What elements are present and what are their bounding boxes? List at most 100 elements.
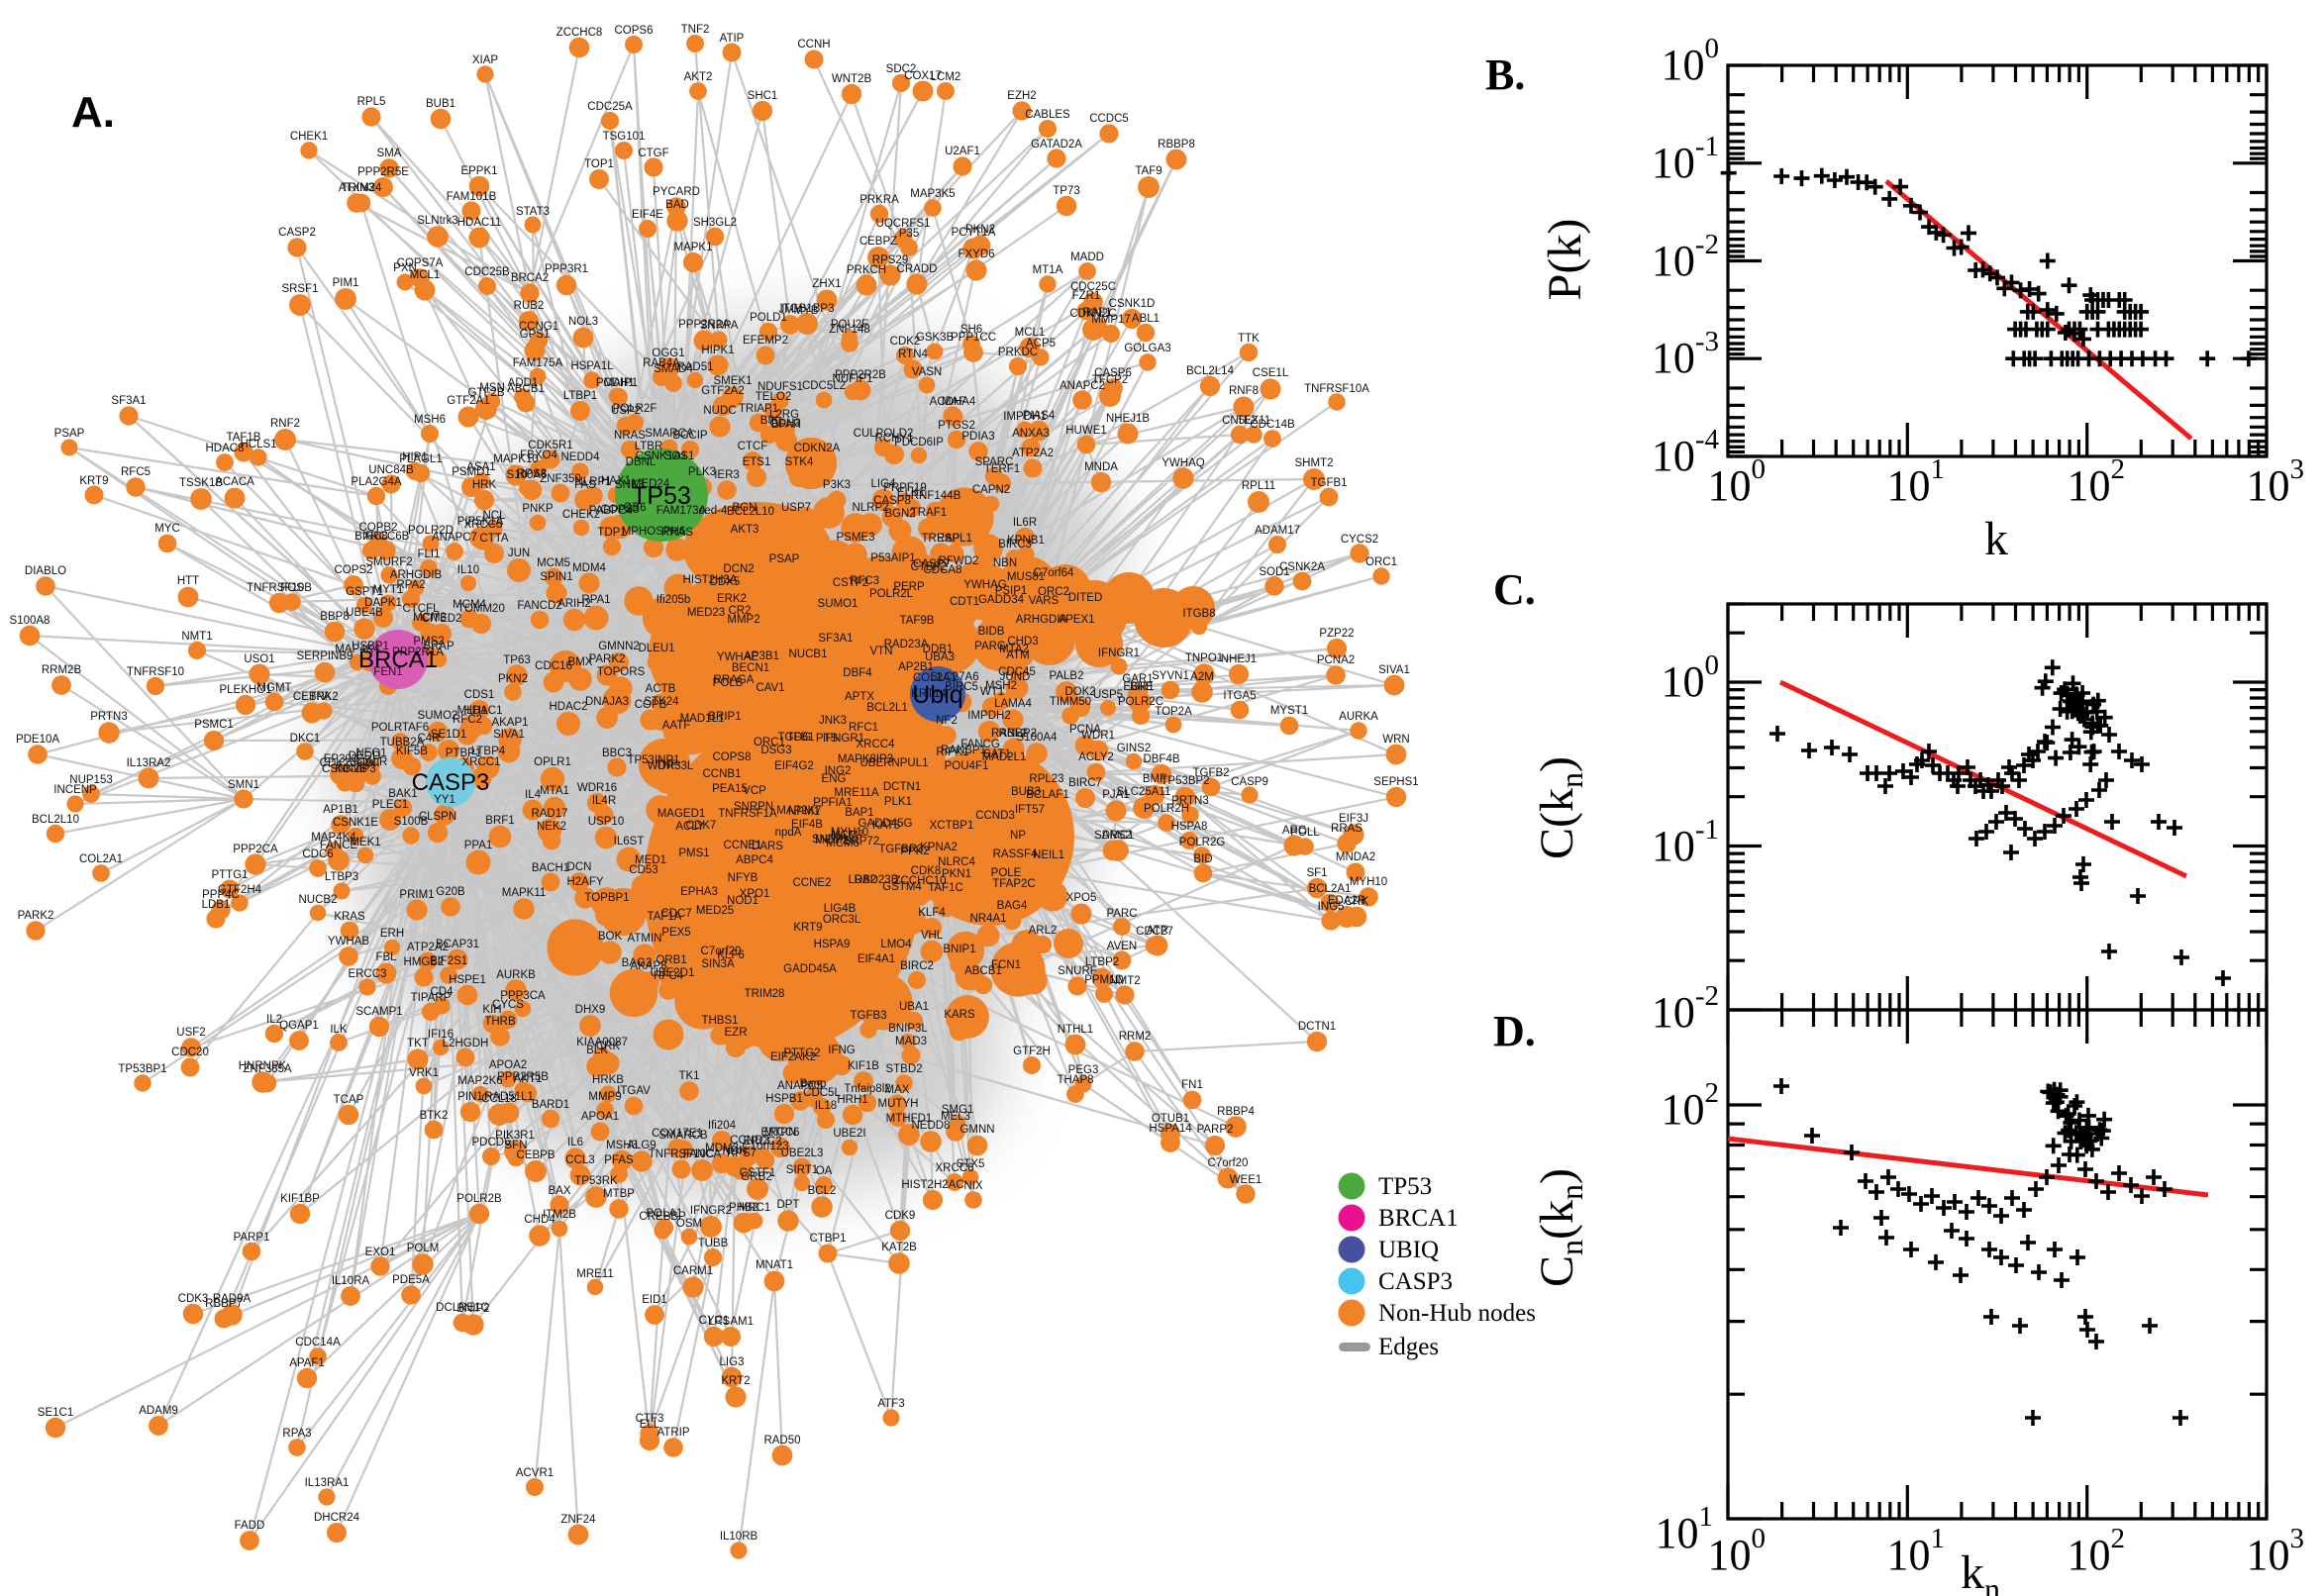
svg-text:APAF1: APAF1 [289,1357,325,1369]
svg-text:PARP2: PARP2 [1197,1124,1234,1136]
svg-text:AP1B1: AP1B1 [323,804,358,816]
svg-text:MRE11: MRE11 [576,1268,614,1280]
svg-text:DKC1: DKC1 [290,733,321,745]
svg-text:SNRPA: SNRPA [700,320,739,332]
svg-text:SPARC: SPARC [975,456,1014,468]
svg-text:NFYB: NFYB [728,872,758,884]
svg-text:DITED: DITED [1068,592,1103,604]
svg-text:BMF: BMF [1143,773,1166,785]
svg-text:SNRPN: SNRPN [812,834,852,846]
svg-text:TCAP: TCAP [334,1094,364,1106]
svg-text:KRT14: KRT14 [911,688,947,700]
svg-text:ATRIP: ATRIP [656,1427,689,1439]
svg-text:TAF9B: TAF9B [900,615,935,627]
svg-text:ARHGDIB: ARHGDIB [390,569,443,581]
svg-text:S100A6: S100A6 [507,469,548,481]
svg-text:ABL1: ABL1 [1132,313,1160,325]
svg-text:S100A4: S100A4 [1017,732,1059,744]
svg-text:PTTG2: PTTG2 [783,1047,820,1059]
svg-text:Ifi205b: Ifi205b [656,594,691,606]
svg-text:APOA1: APOA1 [581,1111,619,1123]
svg-text:RFC1: RFC1 [849,722,878,734]
svg-text:CTBP2: CTBP2 [910,561,947,573]
svg-text:CABLES: CABLES [1025,109,1070,121]
svg-text:KARS: KARS [944,1009,975,1021]
svg-text:MAPK11: MAPK11 [502,887,547,899]
svg-text:KIF5B: KIF5B [396,746,428,757]
svg-text:MTHFD1: MTHFD1 [886,1113,933,1125]
svg-text:ANAPC2: ANAPC2 [1060,380,1105,392]
svg-text:PPP1CC: PPP1CC [951,332,996,344]
svg-text:DBF4B: DBF4B [1143,753,1179,765]
svg-text:BIRC8: BIRC8 [354,531,388,543]
svg-text:PSIP1: PSIP1 [995,585,1028,597]
svg-text:ORC1: ORC1 [754,737,785,748]
svg-text:TNFRSF1A: TNFRSF1A [718,808,777,820]
svg-text:POLE: POLE [991,867,1022,879]
svg-text:RAD50: RAD50 [763,1435,800,1446]
svg-text:COPB: COPB [635,699,667,711]
svg-text:RPL23: RPL23 [1029,773,1063,785]
svg-text:MCM5: MCM5 [537,557,570,569]
svg-text:SIVA1: SIVA1 [1378,664,1410,676]
svg-text:P35: P35 [899,228,919,240]
svg-text:PMAIP1: PMAIP1 [596,377,638,389]
svg-text:SLC27A6: SLC27A6 [930,671,978,683]
svg-text:TNPO1: TNPO1 [1185,652,1223,664]
svg-text:MAX: MAX [885,1084,910,1096]
svg-text:MPHOSPH6: MPHOSPH6 [622,526,686,538]
svg-text:NUP153: NUP153 [69,774,112,786]
svg-text:GSK3B: GSK3B [916,332,955,344]
svg-text:A2M: A2M [1190,671,1214,683]
svg-text:BUB1: BUB1 [426,98,455,110]
svg-text:Non-Hub nodes: Non-Hub nodes [1378,1300,1536,1327]
svg-text:ZCCHC10: ZCCHC10 [893,875,946,887]
svg-text:ITGB8: ITGB8 [1182,608,1215,620]
svg-text:FCN1: FCN1 [991,959,1021,971]
svg-text:HRH1: HRH1 [837,1094,867,1106]
svg-text:PRPF19: PRPF19 [883,482,926,494]
svg-text:RNF8: RNF8 [1229,385,1259,397]
svg-text:COPS6: COPS6 [615,25,654,37]
svg-text:KIAA0087: KIAA0087 [576,1037,628,1048]
svg-text:MSH2: MSH2 [985,680,1017,692]
svg-text:CCNE2: CCNE2 [793,877,832,889]
svg-text:DBNL: DBNL [626,456,656,468]
svg-text:EIF4G2: EIF4G2 [774,760,814,772]
svg-text:USP5: USP5 [1093,689,1123,701]
svg-text:Ifi204: Ifi204 [708,1120,737,1132]
svg-text:CHD4: CHD4 [524,1214,556,1226]
svg-text:GTF2H: GTF2H [1013,1046,1051,1057]
svg-text:EIF2AK2: EIF2AK2 [770,1051,816,1063]
svg-text:PNKP: PNKP [522,503,554,515]
svg-text:PLEC1: PLEC1 [372,799,408,811]
svg-text:CCDC5: CCDC5 [1089,113,1129,125]
svg-text:STAT3: STAT3 [516,206,550,218]
svg-text:XPO5: XPO5 [1066,892,1097,904]
svg-text:VARS: VARS [1029,595,1060,607]
svg-text:TOPBP1: TOPBP1 [584,892,629,904]
svg-text:RRAS: RRAS [1331,823,1363,835]
svg-text:SPIN1: SPIN1 [540,571,572,583]
svg-text:LCM2: LCM2 [931,71,961,83]
svg-text:RASSF4: RASSF4 [993,848,1038,860]
svg-text:P(k): P(k) [1539,219,1591,301]
svg-text:KRT2: KRT2 [721,1375,750,1387]
svg-text:LIG4B: LIG4B [824,903,857,915]
svg-text:MNDA2: MNDA2 [1336,851,1375,863]
svg-text:ASA1: ASA1 [466,461,495,473]
svg-text:CSNK1E: CSNK1E [333,817,378,829]
svg-text:CITED2: CITED2 [422,613,462,625]
svg-text:NDN: NDN [723,1146,748,1157]
svg-text:CTTA: CTTA [479,533,509,545]
svg-text:ATR: ATR [1147,925,1168,937]
svg-text:GTF2B: GTF2B [467,387,504,399]
svg-text:RAB4A: RAB4A [643,357,680,369]
svg-text:DHX9: DHX9 [575,1004,606,1016]
svg-text:RNF144B: RNF144B [911,490,961,502]
svg-text:HSPA8: HSPA8 [1171,821,1208,833]
svg-text:WRN: WRN [1382,734,1409,746]
svg-text:CSE1L: CSE1L [1253,367,1289,379]
svg-text:APEX1: APEX1 [1058,614,1094,626]
svg-text:PMS2: PMS2 [413,636,444,648]
